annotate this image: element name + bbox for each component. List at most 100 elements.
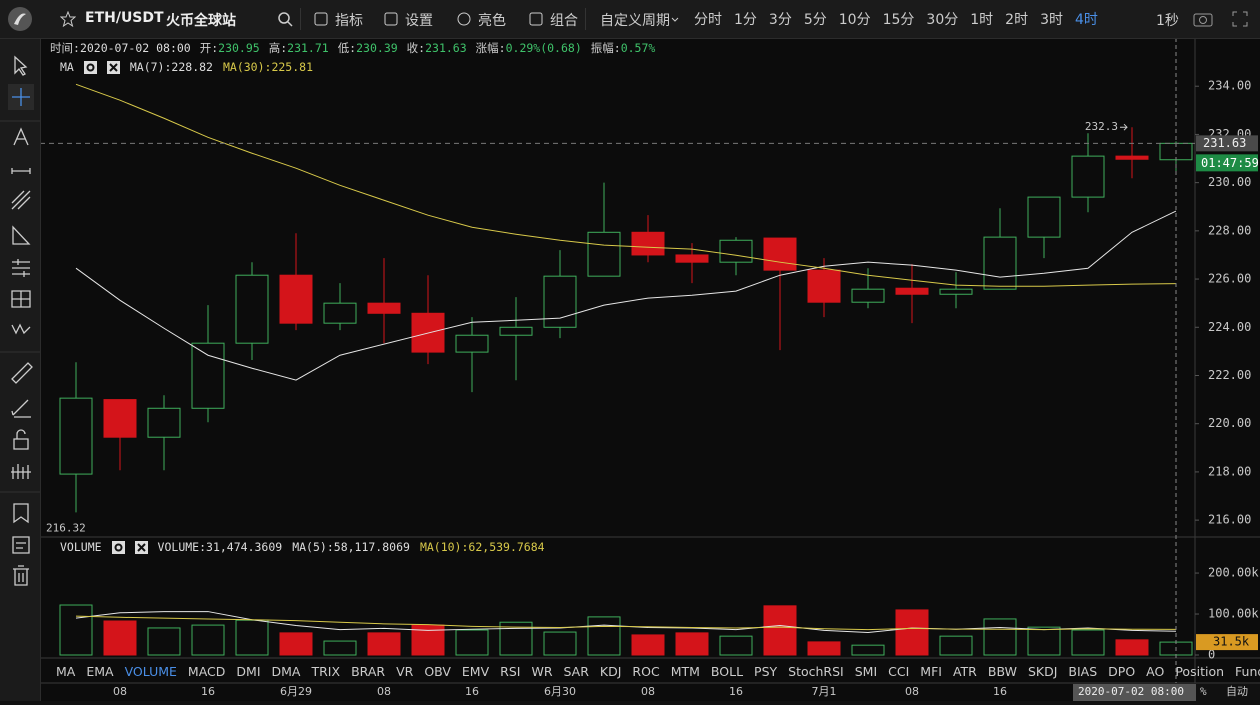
legend-entry: MA(5):58,117.8069 [292, 540, 410, 554]
legend-sep: : [326, 540, 334, 554]
indicator-tab[interactable]: OBV [424, 663, 451, 679]
info-value: 231.63 [425, 41, 467, 55]
settings-icon[interactable] [111, 540, 125, 554]
indicator-tab[interactable]: SKDJ [1027, 663, 1058, 679]
volume-bar [103, 620, 137, 656]
search-icon[interactable] [277, 11, 293, 27]
indicator-tab[interactable]: Position [1175, 663, 1225, 679]
axis-corner [1196, 684, 1260, 701]
auto-toggle[interactable]: 自动 [1226, 685, 1248, 698]
magnet-tool[interactable] [11, 464, 31, 479]
candle-body [191, 342, 225, 409]
indicator-tab[interactable]: MA [56, 663, 76, 679]
brush-tool[interactable] [11, 399, 31, 418]
indicator-tab[interactable]: RSI [500, 663, 521, 679]
period-button[interactable]: 1分 [734, 12, 757, 28]
indicator-tab[interactable]: EMA [86, 663, 114, 679]
close-icon[interactable] [106, 60, 120, 74]
indicator-tab[interactable]: SMI [854, 663, 878, 679]
text-tool[interactable] [13, 127, 29, 146]
indicator-tab[interactable]: AO [1146, 663, 1165, 679]
symbol[interactable]: ETH/USDT [85, 10, 164, 26]
info-label: 时间: [50, 41, 80, 55]
menu-item[interactable]: 指标 [335, 13, 363, 29]
indicator-tab[interactable]: BBW [987, 663, 1017, 679]
indicator-tab[interactable]: ROC [632, 663, 660, 679]
favorite-star[interactable] [60, 11, 76, 27]
x-tick-label: 08 [377, 685, 391, 698]
info-item: 高:231.71 [269, 40, 329, 56]
indicator-tab[interactable]: DMI [236, 663, 261, 679]
line-tool[interactable] [11, 168, 31, 174]
volume-legend: VOLUME VOLUME:31,474.3609 MA(5):58,117.806… [60, 539, 545, 555]
bookmark-tool[interactable] [13, 503, 29, 524]
settings-icon[interactable] [83, 60, 97, 74]
indicator-tab[interactable]: DPO [1108, 663, 1136, 679]
volume-bar [191, 624, 225, 656]
camera-icon[interactable] [1193, 10, 1213, 28]
indicator-tab[interactable]: Fundflow [1235, 663, 1260, 679]
period-button[interactable]: 10分 [838, 12, 871, 28]
menu-item[interactable]: 设置 [405, 13, 433, 29]
custom-period[interactable]: 自定义周期 [600, 10, 680, 30]
fib-tool[interactable] [12, 259, 30, 277]
indicator-tab[interactable]: CCI [888, 663, 910, 679]
percent-toggle[interactable]: % [1200, 685, 1207, 698]
notes-tool[interactable] [12, 536, 30, 554]
channel-tool[interactable] [11, 190, 31, 210]
indicator-tab[interactable]: SAR [563, 663, 589, 679]
period-button[interactable]: 2时 [1005, 12, 1029, 28]
menu-item[interactable]: 组合 [550, 13, 578, 29]
indicator-tab[interactable]: MACD [187, 663, 226, 679]
indicator-tab[interactable]: WR [531, 663, 553, 679]
close-icon[interactable] [134, 540, 148, 554]
price-pane: 232.3 216.32 [46, 83, 1193, 534]
ruler-tool[interactable] [11, 362, 33, 384]
indicator-tab[interactable]: PSY [754, 663, 778, 679]
top-toolbar: ETH/USDT 火币全球站 指标 设置 亮色 组合 自定义周期 分时 1分 3分 5分 10… [0, 0, 1260, 39]
triangle-tool[interactable] [12, 225, 31, 245]
period-button[interactable]: 15分 [882, 12, 915, 28]
delete-tool[interactable] [13, 565, 29, 586]
legend-sep: : [264, 60, 272, 74]
volume-axis-label: 31.5k [1213, 635, 1250, 649]
info-label: 涨幅: [475, 41, 506, 55]
indicator-tab[interactable]: BIAS [1068, 663, 1098, 679]
legend-value: 228.82 [171, 60, 213, 74]
grid-tool[interactable] [11, 290, 31, 308]
period-button[interactable]: 3时 [1040, 12, 1064, 28]
period-button[interactable]: 1时 [970, 12, 994, 28]
period-button[interactable]: 3分 [768, 12, 792, 28]
legend-sep: : [199, 540, 207, 554]
lock-tool[interactable] [13, 429, 29, 450]
fullscreen-icon[interactable] [1232, 11, 1248, 27]
period-button[interactable]: 分时 [694, 12, 722, 28]
indicator-tab[interactable]: VOLUME [124, 663, 177, 679]
wave-tool[interactable] [11, 323, 31, 335]
indicator-tab[interactable]: StochRSI [788, 663, 844, 679]
indicator-tab[interactable]: EMV [461, 663, 490, 679]
candle-body [631, 231, 665, 256]
candle-body [367, 302, 401, 314]
indicator-tab[interactable]: VR [396, 663, 414, 679]
period-button[interactable]: 4时 [1075, 12, 1098, 28]
indicator-tab[interactable]: ATR [952, 663, 977, 679]
indicator-tab[interactable]: MFI [920, 663, 942, 679]
indicator-tab[interactable]: BOLL [710, 663, 744, 679]
indicator-tab[interactable]: TRIX [311, 663, 341, 679]
indicator-tab[interactable]: BRAR [351, 663, 386, 679]
menu-item[interactable]: 亮色 [478, 13, 506, 29]
info-label: 开: [199, 41, 219, 55]
volume-bar [631, 634, 665, 656]
period-button[interactable]: 5分 [803, 12, 827, 28]
legend-name: MA(7) [129, 60, 165, 74]
divider [585, 8, 586, 30]
crosshair-tool[interactable] [12, 88, 30, 106]
indicator-tab[interactable]: DMA [271, 663, 301, 679]
indicator-tab[interactable]: KDJ [599, 663, 622, 679]
seconds[interactable]: 1秒 [1156, 13, 1179, 29]
period-button[interactable]: 30分 [926, 12, 959, 28]
indicator-tab[interactable]: MTM [670, 663, 700, 679]
pointer-tool[interactable] [14, 55, 28, 76]
info-value: 0.57% [620, 41, 656, 55]
